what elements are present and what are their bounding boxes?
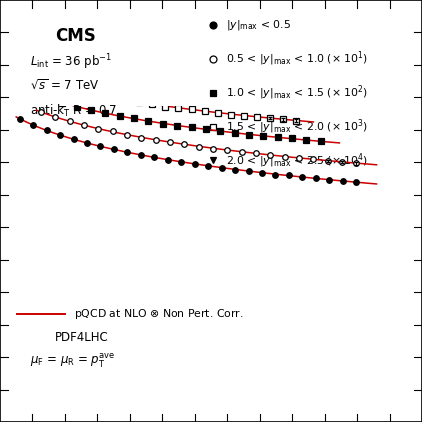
Text: 1.0 < $|y|_{\mathregular{max}}$ < 1.5 ($\times$ 10$^{2}$): 1.0 < $|y|_{\mathregular{max}}$ < 1.5 ($… [226, 84, 368, 102]
Text: $|y|_{\mathregular{max}}$ < 0.5: $|y|_{\mathregular{max}}$ < 0.5 [226, 18, 291, 32]
Text: $\mu_{\mathregular{F}}$ = $\mu_{\mathregular{R}}$ = $p_{\mathregular{T}}^{\mathr: $\mu_{\mathregular{F}}$ = $\mu_{\mathreg… [30, 352, 115, 370]
Text: 0.5 < $|y|_{\mathregular{max}}$ < 1.0 ($\times$ 10$^{1}$): 0.5 < $|y|_{\mathregular{max}}$ < 1.0 ($… [226, 50, 368, 68]
Text: CMS: CMS [55, 27, 96, 46]
Text: $\mathit{L}_{\mathregular{int}}$ = 36 pb$^{-1}$: $\mathit{L}_{\mathregular{int}}$ = 36 pb… [30, 53, 111, 72]
Text: PDF4LHC: PDF4LHC [55, 331, 108, 344]
Text: 2.0 < $|y|_{\mathregular{max}}$ < 2.5 ($\times$ 10$^{4}$): 2.0 < $|y|_{\mathregular{max}}$ < 2.5 ($… [226, 151, 368, 170]
Text: $\sqrt{s}$ = 7 TeV: $\sqrt{s}$ = 7 TeV [30, 78, 99, 92]
Text: anti-k$_{\mathregular{T}}$ R = 0.7: anti-k$_{\mathregular{T}}$ R = 0.7 [30, 103, 116, 119]
Text: 1.5 < $|y|_{\mathregular{max}}$ < 2.0 ($\times$ 10$^{3}$): 1.5 < $|y|_{\mathregular{max}}$ < 2.0 ($… [226, 117, 368, 136]
Text: pQCD at NLO $\otimes$ Non Pert. Corr.: pQCD at NLO $\otimes$ Non Pert. Corr. [74, 307, 243, 322]
